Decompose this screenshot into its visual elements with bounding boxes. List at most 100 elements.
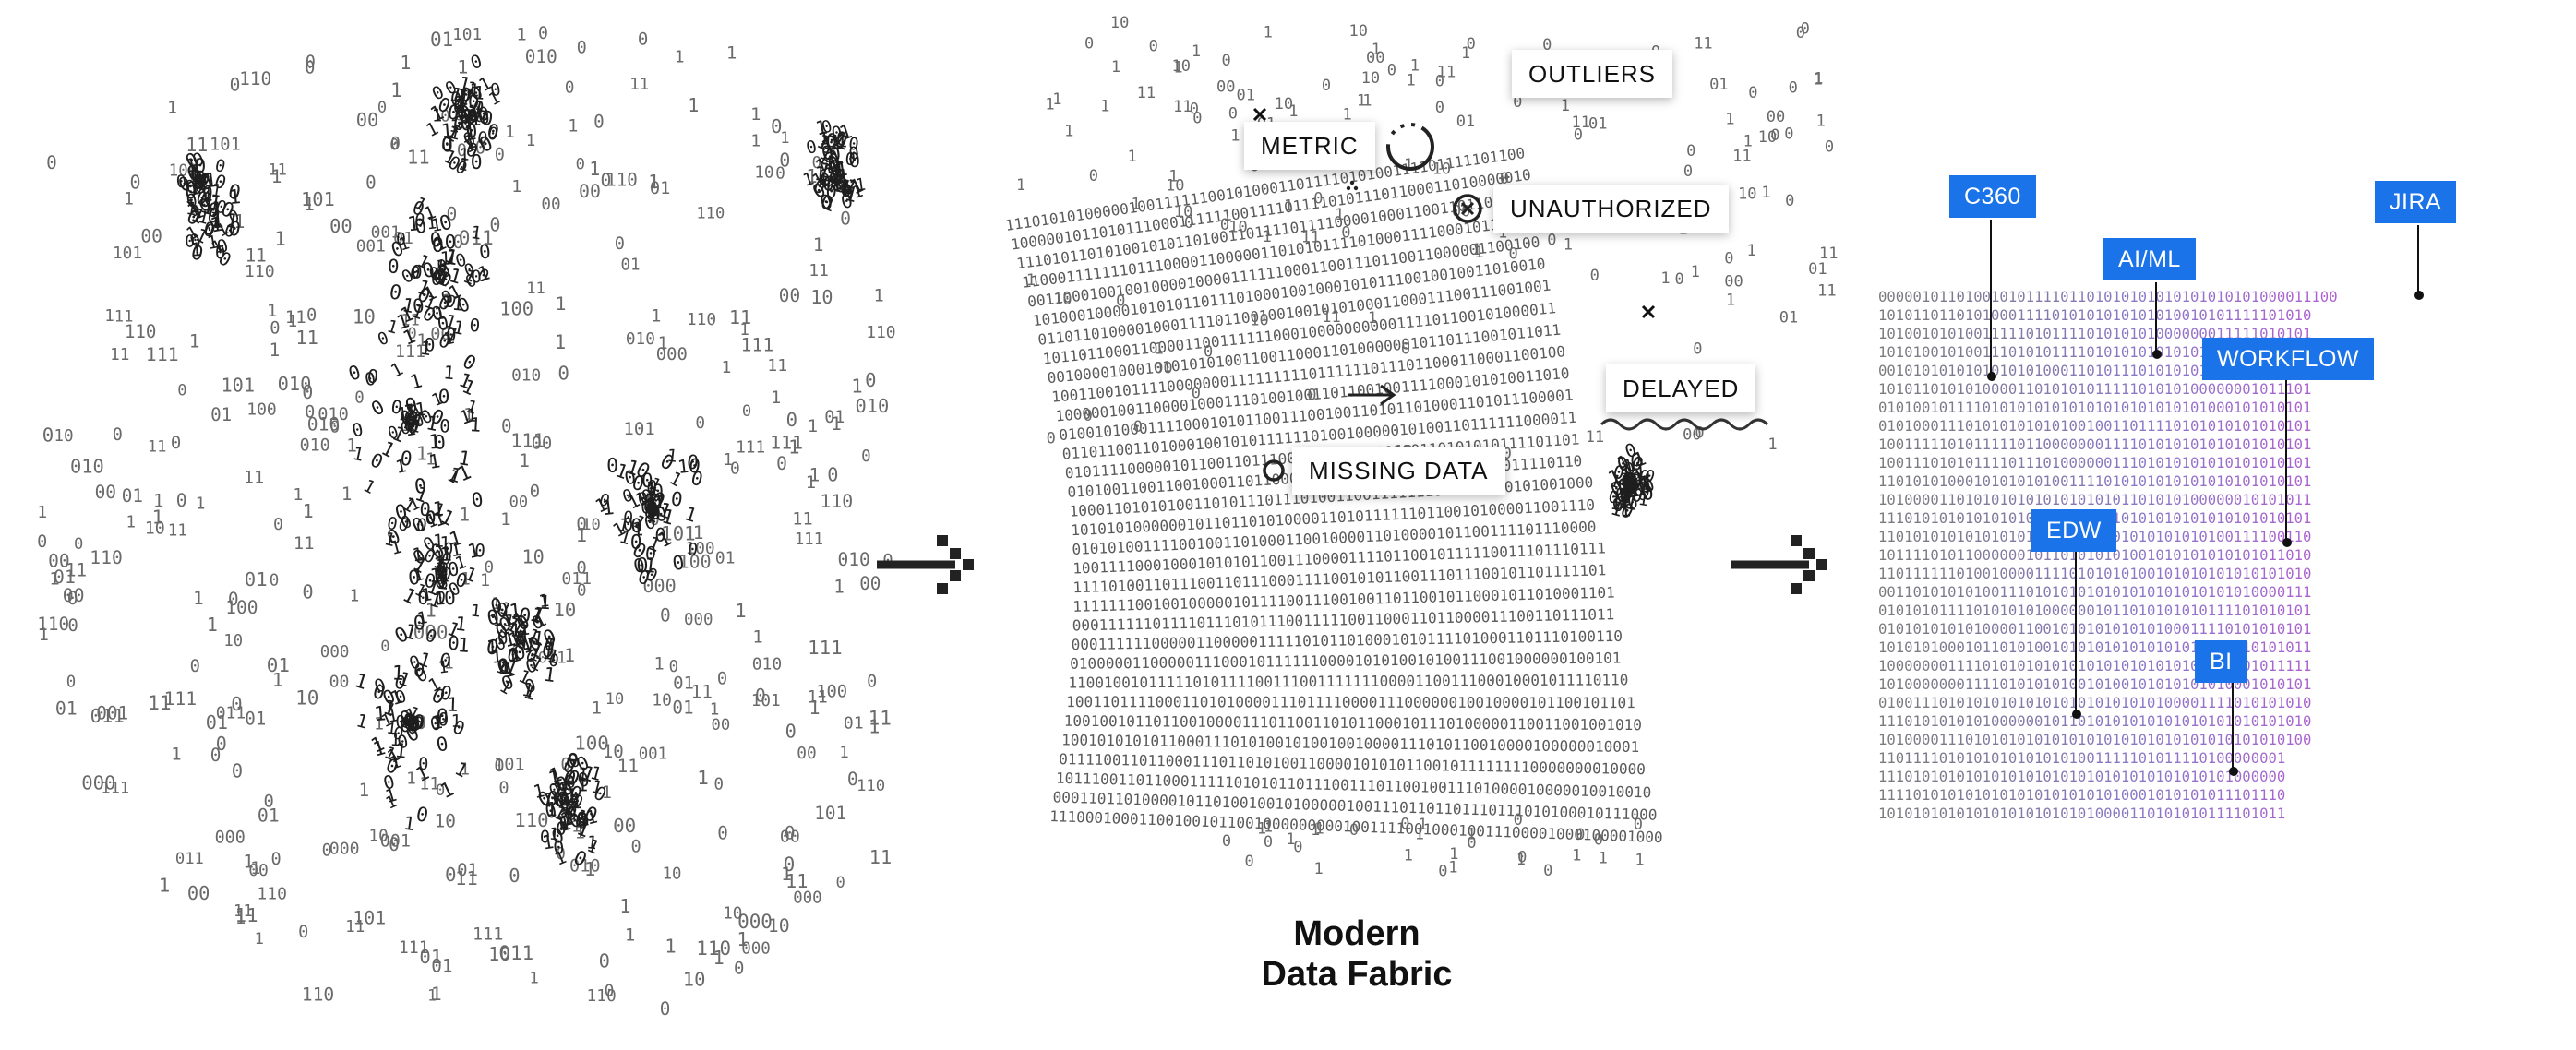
binary-digit: 0 <box>444 231 456 253</box>
binary-digit: 1 <box>402 812 416 835</box>
binary-digit: 0 <box>433 431 447 455</box>
binary-digit: 1 <box>781 864 792 885</box>
binary-digit: 0 <box>461 106 475 127</box>
binary-digit: 0 <box>388 280 403 305</box>
binary-digit: 1 <box>1368 309 1377 328</box>
binary-digit: 0 <box>270 571 280 590</box>
binary-digit: 0 <box>437 649 452 673</box>
binary-digit: 01 <box>210 404 232 425</box>
binary-digit: 110 <box>90 547 122 568</box>
binary-digit: 11 <box>1437 64 1456 82</box>
binary-digit: 0 <box>42 424 54 446</box>
binary-digit: 1 <box>442 362 455 384</box>
binary-digit: 1 <box>467 101 480 123</box>
binary-digit: 0 <box>346 361 364 386</box>
binary-digit: 0 <box>67 588 78 609</box>
binary-digit: 0 <box>371 680 388 704</box>
binary-digit: 000 <box>656 345 688 364</box>
binary-digit: 1 <box>448 116 461 137</box>
binary-digit: 0 <box>1590 267 1600 285</box>
binary-digit: 1 <box>545 644 562 668</box>
binary-digit: 0 <box>523 653 540 677</box>
binary-digit: 0 <box>231 693 242 715</box>
binary-digit: 0 <box>470 487 485 512</box>
binary-digit: 1 <box>1599 850 1608 868</box>
binary-digit: 1 <box>1743 132 1753 150</box>
binary-digit: 1 <box>439 532 450 554</box>
binary-digit: 0 <box>454 107 463 125</box>
binary-digit: 00 <box>859 573 881 594</box>
binary-digit: 011 <box>459 227 494 249</box>
binary-digit: 0 <box>641 498 652 518</box>
binary-digit: 0 <box>1634 816 1643 834</box>
binary-digit: 1 <box>601 496 616 520</box>
binary-digit: 1 <box>556 293 567 315</box>
binary-digit: 100 <box>678 551 712 572</box>
binary-digit: 1 <box>566 785 578 808</box>
binary-digit: 1 <box>710 701 720 720</box>
binary-digit: 0 <box>645 477 659 498</box>
binary-digit: 0 <box>1784 125 1793 144</box>
binary-digit: 01 <box>1237 87 1255 105</box>
binary-digit: 0 <box>264 793 274 812</box>
binary-digit: 100 <box>574 733 609 755</box>
binary-digit: 0 <box>402 408 416 432</box>
binary-digit: 110 <box>302 984 334 1006</box>
binary-digit: 11 <box>729 306 751 328</box>
binary-digit: 1 <box>454 613 468 636</box>
binary-digit: 1 <box>584 805 600 829</box>
binary-digit: 1 <box>602 783 612 803</box>
binary-digit: 0 <box>1349 821 1359 840</box>
binary-digit: 10 <box>54 427 73 446</box>
binary-digit: 0 <box>478 240 492 263</box>
binary-digit: 1 <box>564 645 575 666</box>
binary-digit: 011 <box>90 705 125 727</box>
binary-digit: 1 <box>451 316 466 340</box>
binary-digit: 000 <box>215 828 246 847</box>
binary-digit: 01 <box>824 408 845 427</box>
binary-digit: 1 <box>432 106 443 125</box>
binary-digit: 0 <box>636 488 650 510</box>
binary-digit: 0 <box>1724 250 1733 268</box>
binary-digit: 0 <box>436 706 449 729</box>
binary-digit: 1 <box>457 154 471 175</box>
binary-digit: 1 <box>480 571 490 591</box>
binary-digit: 1 <box>350 588 360 606</box>
binary-digit: 0 <box>847 769 858 790</box>
binary-digit: 01 <box>245 568 268 591</box>
binary-digit: 10 <box>1174 203 1192 221</box>
binary-digit: 0 <box>1675 270 1684 289</box>
binary-digit: 0 <box>440 108 450 126</box>
binary-digit: 0 <box>688 455 701 478</box>
binary-digit: 0 <box>464 105 480 130</box>
binary-digit: 1 <box>648 171 660 193</box>
binary-digit: 0 <box>485 119 501 144</box>
binary-digit: 101 <box>661 523 696 545</box>
binary-digit: 0 <box>367 448 387 473</box>
binary-digit: 0 <box>452 112 465 135</box>
binary-digit: 1 <box>433 531 445 553</box>
binary-digit: 11 <box>809 261 829 280</box>
binary-digit: 1 <box>401 620 419 645</box>
ai-ml-tag: AI/ML <box>2103 238 2196 280</box>
binary-digit: 1 <box>642 555 657 579</box>
binary-digit: 1 <box>193 588 204 609</box>
binary-digit: 110 <box>687 310 716 329</box>
binary-digit: 0 <box>419 498 432 521</box>
binary-digit: 101 <box>113 245 142 263</box>
binary-digit: 0 <box>210 745 222 766</box>
edw-anchor-dot <box>2072 710 2081 719</box>
binary-digit: 0 <box>516 626 528 650</box>
binary-digit: 0 <box>417 588 428 609</box>
binary-digit: 0 <box>363 368 377 391</box>
binary-digit: 0 <box>1574 126 1583 145</box>
binary-digit: 1 <box>1132 195 1141 213</box>
binary-digit: 10 <box>353 305 376 328</box>
binary-digit: 01 <box>431 956 452 977</box>
binary-digit: 0 <box>130 172 141 194</box>
binary-digit: 1 <box>592 698 602 719</box>
binary-digit: 11 <box>186 134 208 156</box>
binary-digit: 00 <box>430 325 450 344</box>
binary-digit: 0 <box>202 182 213 203</box>
binary-digit: 1 <box>713 947 725 969</box>
